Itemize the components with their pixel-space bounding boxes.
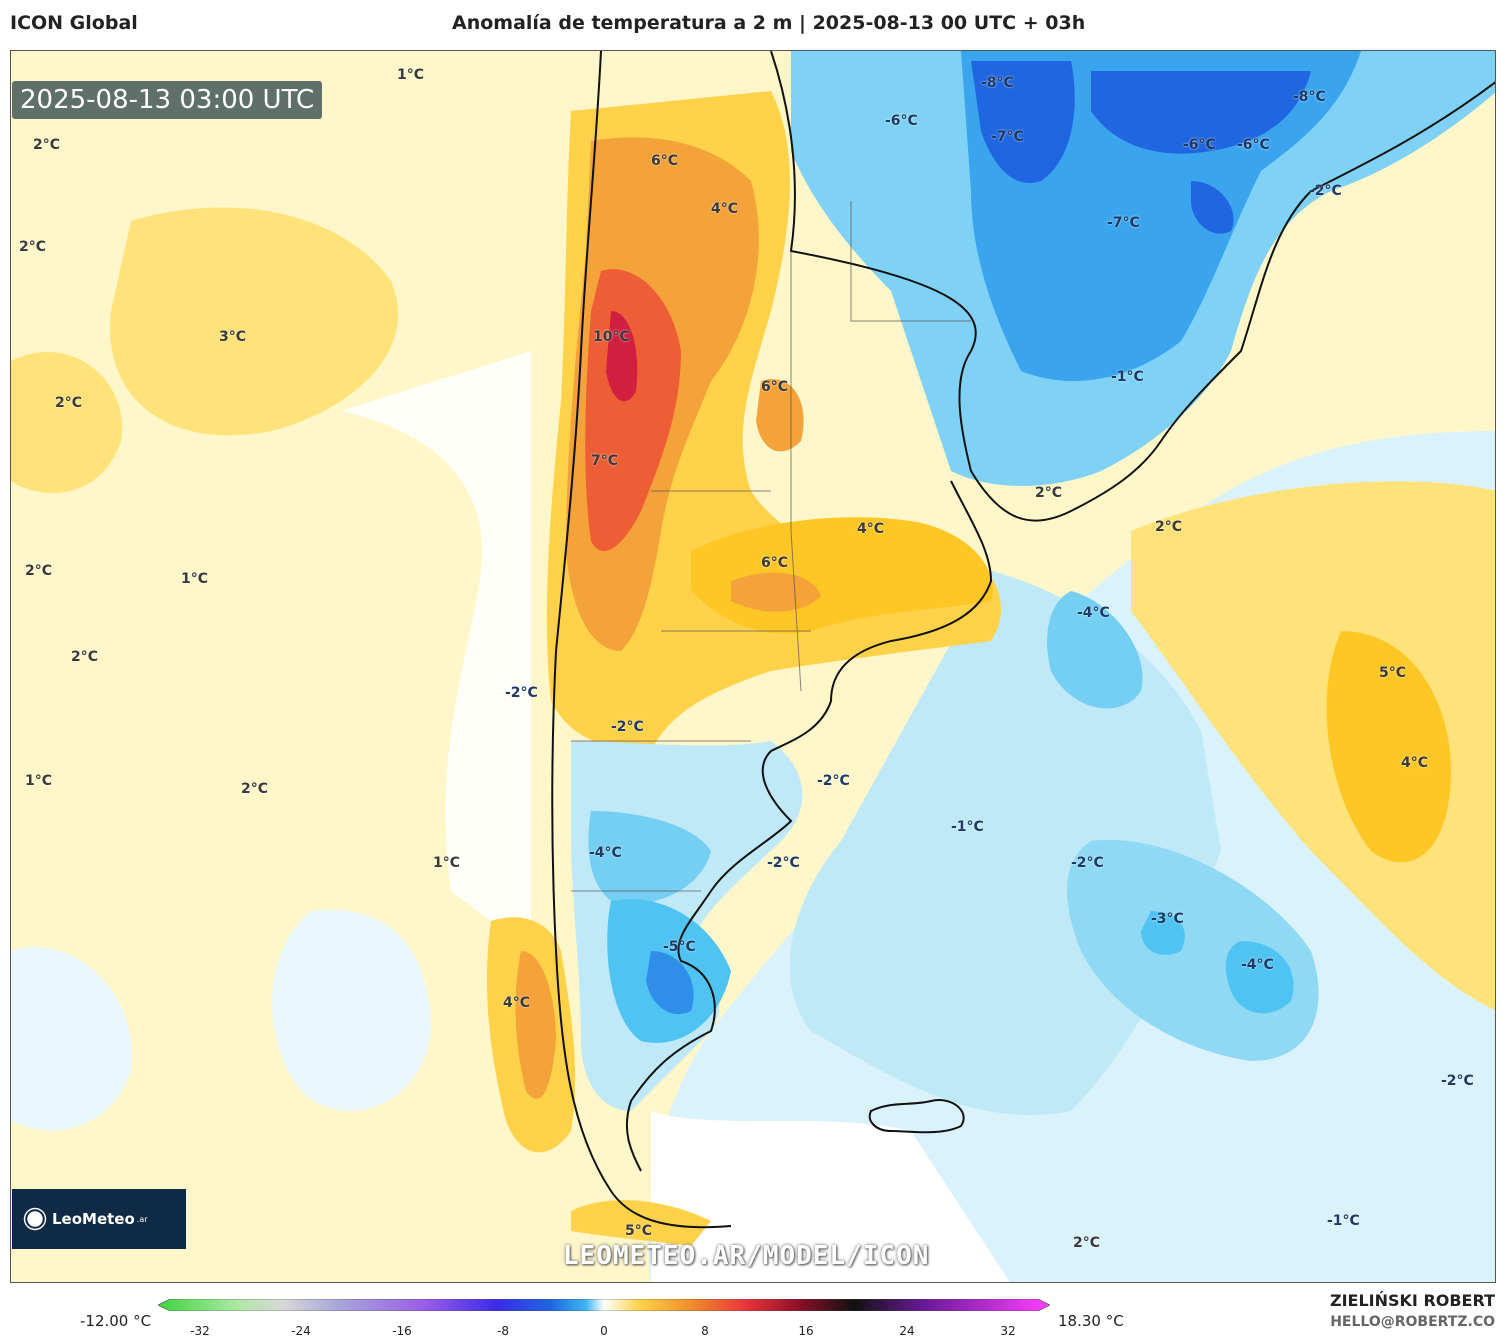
temp-label: 2°C [1035, 485, 1063, 501]
temp-label: 5°C [1379, 665, 1407, 681]
temp-label: -3°C [1151, 911, 1184, 927]
map-title: Anomalía de temperatura a 2 m | 2025-08-… [452, 12, 1086, 34]
leometeo-logo: LeoMeteo .ar [12, 1189, 186, 1249]
temp-label: 1°C [25, 773, 53, 789]
temp-label: -4°C [589, 845, 622, 861]
colorbar-max-label: 18.30 °C [1058, 1312, 1124, 1330]
temp-label: 1°C [433, 855, 461, 871]
temp-label: -2°C [817, 773, 850, 789]
temp-label: -1°C [1111, 369, 1144, 385]
anomaly-map [11, 51, 1495, 1282]
author-credit: ZIELIŃSKI ROBERT [1329, 1291, 1495, 1310]
colorbar-tick: 32 [1000, 1324, 1016, 1338]
temp-label: -6°C [1183, 137, 1216, 153]
colorbar-tick: 8 [701, 1324, 709, 1338]
temp-label: 2°C [71, 649, 99, 665]
temp-label: 6°C [761, 379, 789, 395]
temp-label: -2°C [1309, 183, 1342, 199]
temp-label: -4°C [1077, 605, 1110, 621]
temp-label: 4°C [857, 521, 885, 537]
temp-label: 2°C [55, 395, 83, 411]
temp-label: 2°C [1073, 1235, 1101, 1251]
temp-label: 7°C [591, 453, 619, 469]
temp-label: 2°C [19, 239, 47, 255]
sun-icon [27, 1211, 43, 1227]
temp-label: 2°C [1155, 519, 1183, 535]
temp-label: 2°C [241, 781, 269, 797]
colorbar-tick: -8 [497, 1324, 509, 1338]
colorbar-min-label: -12.00 °C [80, 1312, 152, 1330]
temp-label: -1°C [951, 819, 984, 835]
temp-label: -4°C [1241, 957, 1274, 973]
temp-label: 6°C [761, 555, 789, 571]
temp-label: -6°C [885, 113, 918, 129]
valid-time-badge: 2025-08-13 03:00 UTC [12, 81, 323, 119]
temp-label: -2°C [767, 855, 800, 871]
temp-label: 4°C [1401, 755, 1429, 771]
colorbar-tick: 16 [798, 1324, 814, 1338]
temp-label: 3°C [219, 329, 247, 345]
colorbar [158, 1299, 1050, 1311]
temp-label: -2°C [505, 685, 538, 701]
temp-label: -2°C [1071, 855, 1104, 871]
colorbar-tick: -32 [190, 1324, 210, 1338]
temp-label: -8°C [1293, 89, 1326, 105]
temp-label: -8°C [981, 75, 1014, 91]
colorbar-tick: -16 [392, 1324, 412, 1338]
colorbar-tick: 24 [899, 1324, 915, 1338]
temp-label: -6°C [1237, 137, 1270, 153]
temp-label: 10°C [593, 329, 630, 345]
temp-label: -1°C [1327, 1213, 1360, 1229]
temp-label: 2°C [25, 563, 53, 579]
map-area: 2025-08-13 03:00 UTC 1°C 2°C 2°C 3°C 2°C… [10, 50, 1496, 1283]
temp-label: 1°C [181, 571, 209, 587]
temp-label: 2°C [33, 137, 61, 153]
temp-label: -5°C [663, 939, 696, 955]
temp-label: -2°C [1441, 1073, 1474, 1089]
temp-label: -7°C [991, 129, 1024, 145]
temp-label: -2°C [611, 719, 644, 735]
temp-label: 5°C [625, 1223, 653, 1239]
temp-label: 4°C [711, 201, 739, 217]
temp-label: 6°C [651, 153, 679, 169]
model-name: ICON Global [10, 12, 138, 34]
temp-label: 4°C [503, 995, 531, 1011]
temp-label: -7°C [1107, 215, 1140, 231]
colorbar-tick: -24 [291, 1324, 311, 1338]
source-watermark: LEOMETEO.AR/MODEL/ICON [563, 1241, 930, 1271]
colorbar-tick: 0 [600, 1324, 608, 1338]
temp-label: 1°C [397, 67, 425, 83]
author-email: HELLO@ROBERTZ.CO [1330, 1314, 1495, 1330]
